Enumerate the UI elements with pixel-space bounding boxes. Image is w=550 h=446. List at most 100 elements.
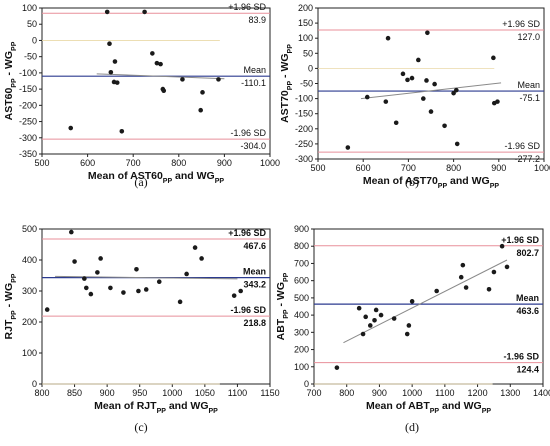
- y-tick-label: 100: [294, 362, 309, 372]
- x-axis-label: Mean of AST70PP and WGPP: [363, 175, 499, 190]
- panel-caption: (a): [134, 175, 147, 189]
- data-point: [364, 94, 370, 100]
- x-tick-label: 500: [310, 163, 325, 173]
- x-axis-label: Mean of RJTPP and WGPP: [94, 400, 218, 415]
- data-point: [405, 77, 410, 83]
- data-point: [406, 323, 412, 328]
- panel-caption: (b): [405, 175, 419, 189]
- data-point: [114, 80, 120, 85]
- upper-loa-label: +1.96 SD: [502, 19, 540, 29]
- panel-1: 500 600 700 800 900 1000100500-50-100-150-200…: [3, 2, 280, 189]
- data-point: [504, 264, 510, 270]
- mean-label: Mean: [517, 80, 540, 90]
- data-point: [231, 293, 237, 298]
- data-point: [69, 229, 74, 235]
- lower-loa-value: 124.4: [516, 365, 539, 375]
- data-point: [112, 59, 118, 64]
- data-point: [442, 123, 447, 129]
- data-point: [409, 299, 415, 304]
- data-point: [363, 314, 368, 320]
- x-axis-label: Mean of ABTPP and WGPP: [366, 400, 491, 415]
- upper-loa-label: +1.96 SD: [228, 228, 266, 238]
- data-point: [150, 51, 155, 56]
- y-axis-label: ABTPP - WGPP: [275, 272, 290, 340]
- y-tick-label: -50: [300, 79, 313, 89]
- y-tick-label: 500: [294, 293, 309, 303]
- y-tick-label: -150: [19, 84, 37, 94]
- x-tick-label: 600: [356, 163, 371, 173]
- x-tick-label: 800: [34, 388, 49, 398]
- data-point: [378, 312, 384, 318]
- x-tick-label: 900: [372, 388, 387, 398]
- y-tick-label: -100: [295, 94, 313, 104]
- x-tick-label: 1050: [195, 388, 215, 398]
- upper-loa-label: +1.96 SD: [228, 2, 266, 12]
- y-tick-label: -350: [19, 149, 37, 159]
- data-point: [428, 109, 434, 114]
- data-point: [216, 77, 221, 82]
- mean-value: 343.2: [243, 280, 266, 290]
- data-point: [104, 9, 110, 15]
- lower-loa-label: -1.96 SD: [230, 128, 266, 138]
- y-tick-label: 200: [298, 3, 313, 13]
- y-tick-label: -200: [19, 100, 37, 110]
- lower-loa-label: -1.96 SD: [504, 141, 540, 151]
- data-point: [72, 259, 77, 264]
- data-point: [454, 87, 459, 93]
- y-tick-label: 900: [294, 224, 309, 234]
- x-tick-label: 800: [339, 388, 354, 398]
- y-tick-label: 800: [294, 241, 309, 251]
- y-tick-label: -300: [295, 154, 313, 164]
- data-point: [198, 107, 203, 113]
- mean-value: -75.1: [519, 93, 540, 103]
- data-point: [372, 317, 377, 323]
- data-point: [98, 256, 103, 261]
- data-point: [161, 88, 167, 94]
- y-tick-label: -150: [295, 109, 313, 119]
- data-point: [107, 41, 112, 46]
- data-point: [432, 81, 437, 87]
- x-tick-label: 850: [67, 388, 82, 398]
- data-point: [177, 299, 183, 305]
- data-point: [95, 270, 100, 275]
- data-point: [421, 96, 426, 101]
- data-point: [44, 307, 50, 312]
- x-tick-label: 1000: [260, 158, 280, 168]
- lower-loa-label: -1.96 SD: [230, 305, 266, 315]
- data-point: [345, 145, 351, 150]
- x-tick-label: 900: [491, 163, 506, 173]
- y-tick-label: 300: [294, 327, 309, 337]
- data-point: [373, 307, 379, 313]
- data-point: [495, 99, 500, 104]
- upper-loa-value: 467.6: [243, 241, 266, 251]
- y-tick-label: -300: [19, 133, 37, 143]
- data-point: [425, 30, 430, 36]
- y-axis-label: AST70PP - WGPP: [279, 44, 294, 123]
- data-point: [491, 55, 496, 61]
- x-tick-label: 1100: [435, 388, 454, 398]
- x-tick-label: 1000: [402, 388, 422, 398]
- y-tick-label: 700: [294, 258, 309, 268]
- data-point: [184, 271, 189, 277]
- data-point: [409, 75, 415, 81]
- data-point: [180, 77, 185, 82]
- y-tick-label: 150: [298, 18, 313, 28]
- data-point: [83, 285, 89, 291]
- x-tick-label: 1300: [500, 388, 520, 398]
- plot-frame: [41, 7, 271, 155]
- data-point: [142, 9, 147, 15]
- data-point: [82, 276, 87, 281]
- y-tick-label: 100: [298, 33, 313, 43]
- data-point: [491, 269, 497, 275]
- data-point: [460, 262, 466, 268]
- y-tick-label: 300: [22, 286, 37, 296]
- y-tick-label: -100: [19, 68, 37, 78]
- y-tick-label: 100: [22, 348, 37, 358]
- data-point: [416, 57, 421, 63]
- data-point: [108, 69, 114, 75]
- y-axis-label: AST60PP - WGPP: [3, 41, 18, 120]
- x-tick-label: 800: [171, 158, 186, 168]
- data-point: [434, 288, 439, 294]
- data-point: [238, 288, 243, 294]
